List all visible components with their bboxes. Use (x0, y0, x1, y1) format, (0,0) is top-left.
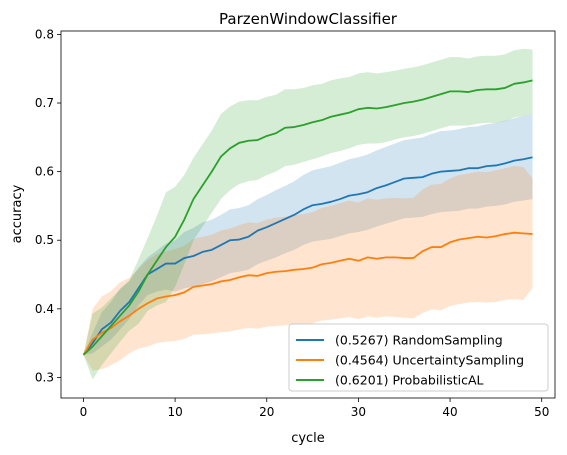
x-axis-ticks: 0 10 20 30 40 50 (80, 398, 549, 419)
legend-frame (288, 323, 549, 392)
chart-title: ParzenWindowClassifier (219, 10, 398, 28)
y-tick-label-4: 0.7 (35, 96, 54, 110)
y-axis-ticks: 0.3 0.4 0.5 0.6 0.7 0.8 (35, 27, 61, 384)
x-tick-label-3: 30 (351, 405, 366, 419)
x-axis-label: cycle (291, 431, 325, 446)
plot-border (60, 30, 556, 399)
y-tick-label-3: 0.6 (35, 165, 54, 179)
band-series-0 (83, 114, 533, 355)
series-lines (82, 79, 533, 356)
legend-label-1: (0.4564) UncertaintySampling (335, 353, 524, 368)
y-tick-label-2: 0.5 (35, 233, 54, 247)
x-tick-label-1: 10 (167, 405, 182, 419)
y-tick-label-1: 0.4 (35, 302, 54, 316)
x-tick-label-4: 40 (442, 405, 457, 419)
legend-label-0: (0.5267) RandomSampling (335, 333, 503, 348)
line-series-1 (82, 231, 533, 356)
band-series-2 (83, 48, 533, 380)
y-axis-label: accuracy (10, 184, 25, 243)
legend-label-2: (0.6201) ProbabilisticAL (335, 373, 484, 388)
y-tick-label-5: 0.8 (35, 27, 54, 41)
line-series-0 (82, 156, 533, 356)
x-tick-label-0: 0 (80, 405, 88, 419)
y-tick-label-0: 0.3 (35, 370, 54, 384)
line-series-2 (82, 79, 533, 356)
plot-area (60, 30, 556, 399)
x-tick-label-5: 50 (534, 405, 549, 419)
x-tick-label-2: 20 (259, 405, 274, 419)
legend: (0.5267) RandomSampling (0.4564) Uncertai… (288, 323, 549, 392)
